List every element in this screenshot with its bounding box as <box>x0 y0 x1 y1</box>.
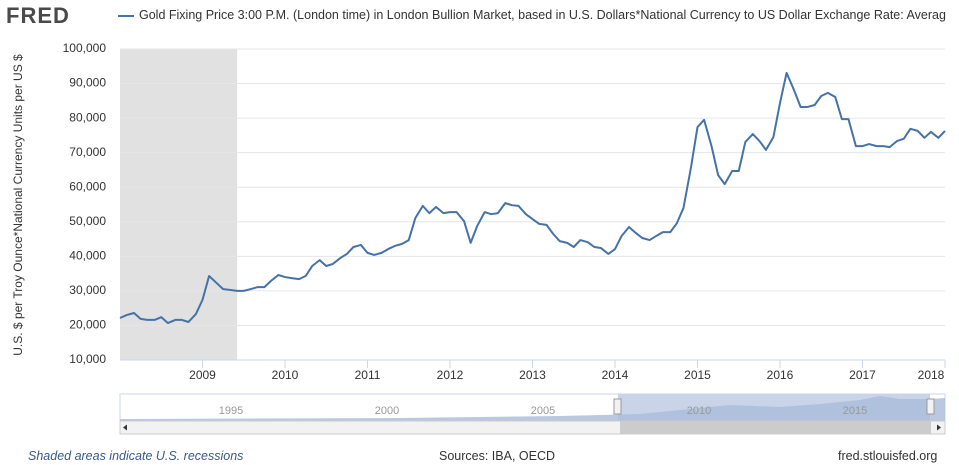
navigator-label: 2000 <box>375 405 399 417</box>
scroll-right[interactable] <box>937 424 941 431</box>
y-axis-label: U.S. $ per Troy Ounce*National Currency … <box>11 54 25 356</box>
navigator-label: 2015 <box>843 405 867 417</box>
navigator-series <box>120 396 945 421</box>
y-tick-label: 100,000 <box>63 41 107 55</box>
x-tick-label: 2009 <box>189 368 216 382</box>
legend-swatch <box>118 14 134 17</box>
y-tick-label: 60,000 <box>69 179 106 193</box>
navigator-label: 1995 <box>219 405 243 417</box>
site: fred.stlouisfed.org <box>838 449 938 463</box>
y-tick-label: 50,000 <box>69 214 106 228</box>
series-line <box>119 71 946 325</box>
y-tick-label: 80,000 <box>69 110 106 124</box>
x-tick-label: 2014 <box>602 368 629 382</box>
y-tick-label: 30,000 <box>69 283 106 297</box>
scrollbar-thumb[interactable] <box>620 421 931 434</box>
recession-band <box>120 49 238 360</box>
legend: Gold Fixing Price 3:00 P.M. (London time… <box>118 8 946 22</box>
y-tick-label: 10,000 <box>69 352 106 366</box>
navigator-handle[interactable] <box>926 398 935 415</box>
x-tick-label: 2011 <box>355 368 381 382</box>
navigator-label: 2005 <box>531 405 555 417</box>
plot <box>120 48 945 361</box>
x-tick-label: 2018 <box>918 368 945 382</box>
x-tick-label: 2013 <box>519 368 546 382</box>
logo: FRED <box>6 3 70 28</box>
legend-label: Gold Fixing Price 3:00 P.M. (London time… <box>139 8 946 22</box>
navigator-label: 2010 <box>687 405 711 417</box>
x-tick-label: 2017 <box>849 368 876 382</box>
x-tick-label: 2016 <box>767 368 794 382</box>
navigator-handle[interactable] <box>613 398 622 415</box>
y-tick-label: 70,000 <box>69 145 106 159</box>
x-tick-label: 2012 <box>437 368 464 382</box>
x-tick-label: 2015 <box>684 368 711 382</box>
y-tick-label: 90,000 <box>69 76 106 90</box>
sources: Sources: IBA, OECD <box>439 449 556 463</box>
scroll-left[interactable] <box>123 424 127 431</box>
y-tick-label: 40,000 <box>69 249 106 263</box>
recession-note: Shaded areas indicate U.S. recessions <box>28 449 244 463</box>
x-tick-label: 2010 <box>272 368 299 382</box>
y-tick-label: 20,000 <box>69 318 106 332</box>
